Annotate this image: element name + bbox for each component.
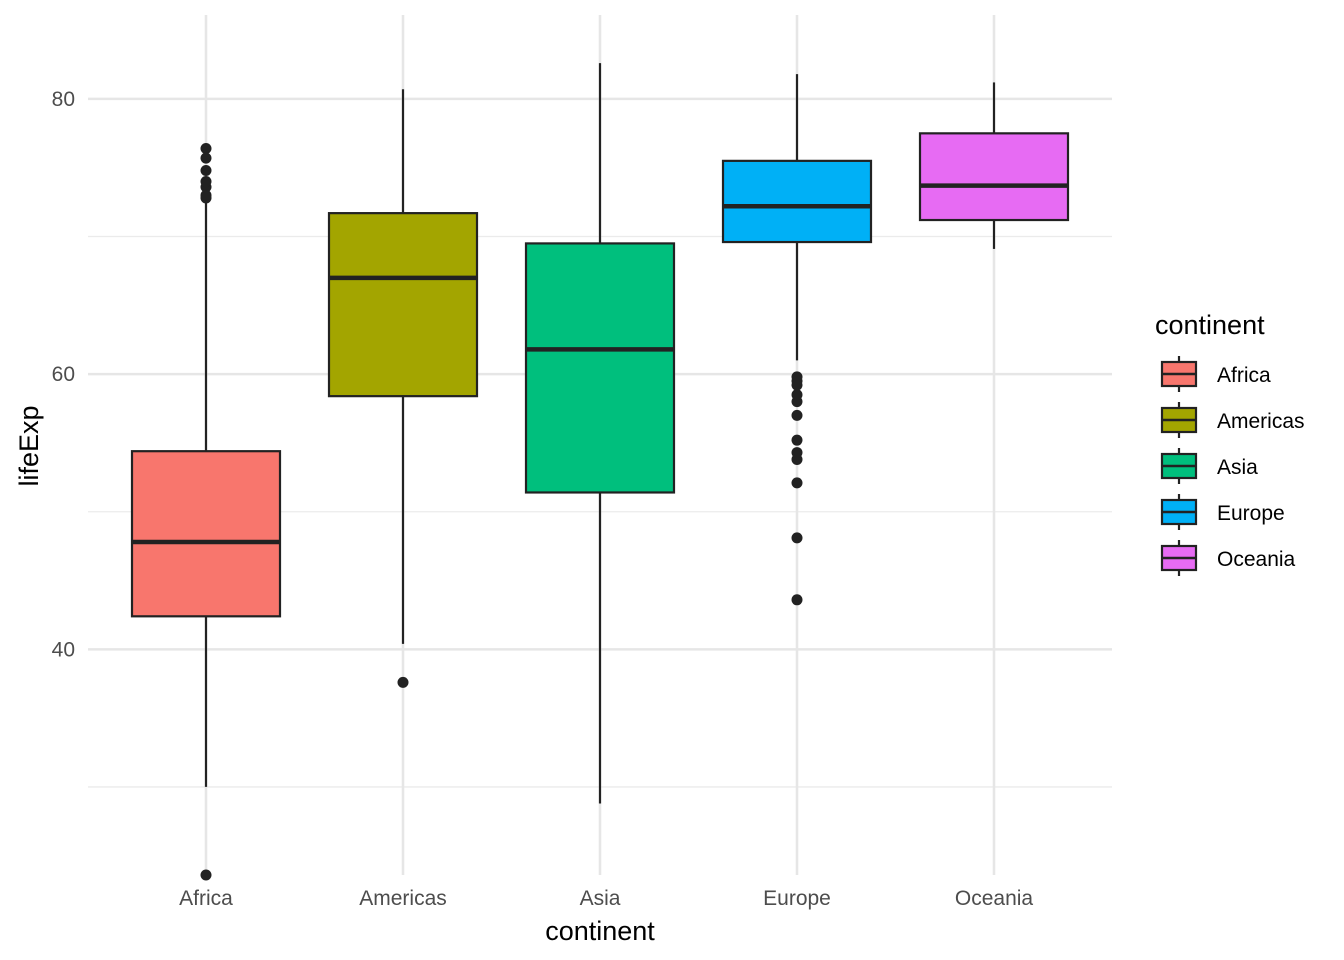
outlier-point <box>791 447 803 459</box>
box-asia <box>524 63 676 804</box>
legend-item-americas: Americas <box>1160 402 1305 438</box>
box-body <box>721 159 873 244</box>
outlier-point <box>200 164 212 176</box>
boxes-layer <box>130 63 1070 881</box>
x-tick-label: Africa <box>179 887 233 910</box>
y-tick-label: 60 <box>52 363 75 386</box>
box-body <box>327 212 479 398</box>
outlier-point <box>200 869 212 881</box>
x-tick-label: Oceania <box>955 887 1034 910</box>
legend-item-europe: Europe <box>1160 494 1285 530</box>
x-tick-label: Europe <box>763 887 831 910</box>
legend-label: Asia <box>1217 456 1258 479</box>
outlier-point <box>200 175 212 187</box>
y-tick-label: 80 <box>52 88 75 111</box>
outlier-point <box>200 142 212 154</box>
legend: continent Africa Americas Asia Europe Oceani… <box>1155 310 1305 576</box>
box-body <box>524 242 676 494</box>
outlier-point <box>791 532 803 544</box>
y-axis-title: lifeExp <box>14 405 44 486</box>
legend-label: Oceania <box>1217 548 1296 571</box>
legend-items: Africa Americas Asia Europe Oceania <box>1160 356 1305 576</box>
box-africa <box>130 142 282 881</box>
outlier-point <box>791 389 803 401</box>
outlier-point <box>397 676 409 688</box>
outlier-point <box>791 594 803 606</box>
legend-item-africa: Africa <box>1160 356 1271 392</box>
box-body <box>918 132 1070 222</box>
box-oceania <box>918 82 1070 249</box>
outlier-point <box>791 371 803 383</box>
outlier-point <box>200 152 212 164</box>
legend-item-oceania: Oceania <box>1160 540 1296 576</box>
x-axis-ticks: Africa Americas Asia Europe Oceania <box>179 887 1033 910</box>
box-body <box>130 450 282 618</box>
y-tick-label: 40 <box>52 638 75 661</box>
box-americas <box>327 89 479 688</box>
outlier-point <box>200 189 212 201</box>
x-tick-label: Asia <box>580 887 621 910</box>
x-axis-title: continent <box>545 916 655 946</box>
legend-label: Africa <box>1217 364 1271 387</box>
legend-label: Europe <box>1217 502 1285 525</box>
legend-title: continent <box>1155 310 1265 340</box>
outlier-point <box>791 409 803 421</box>
outlier-point <box>791 434 803 446</box>
box-europe <box>721 74 873 606</box>
x-tick-label: Americas <box>359 887 447 910</box>
y-axis-ticks: 40 60 80 <box>52 88 75 661</box>
legend-label: Americas <box>1217 410 1305 433</box>
legend-item-asia: Asia <box>1160 448 1258 484</box>
outlier-point <box>791 477 803 489</box>
